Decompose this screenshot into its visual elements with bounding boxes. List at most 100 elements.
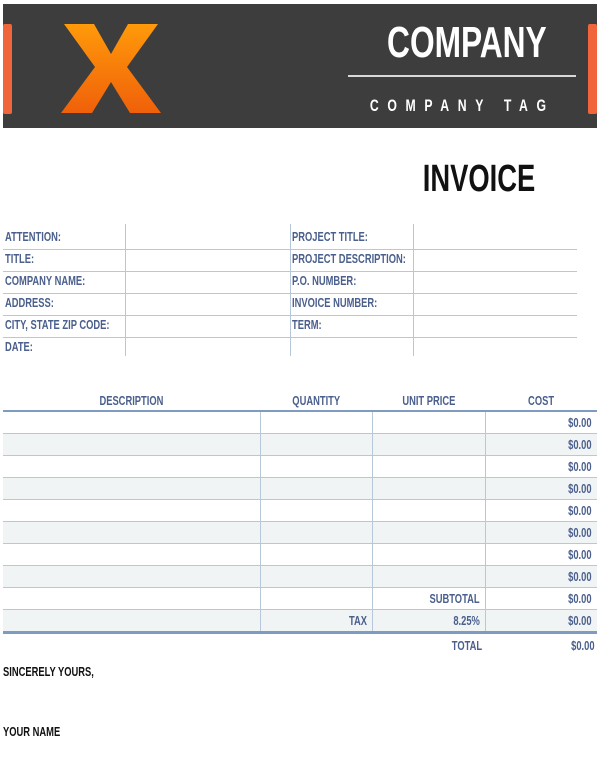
table-cell-description[interactable] <box>3 456 254 477</box>
table-cell-unit_price[interactable] <box>372 522 480 543</box>
info-value-field[interactable] <box>415 272 575 291</box>
table-cell-quantity[interactable] <box>260 544 367 565</box>
table-cell-cost[interactable]: $0.00 <box>485 588 592 609</box>
table-row: TAX 8.25% $0.00 <box>3 610 597 632</box>
table-cell-cost[interactable]: $0.00 <box>485 478 592 499</box>
cell-value: SUBTOTAL <box>429 591 480 606</box>
table-cell-description[interactable] <box>3 588 254 609</box>
info-label: DATE: <box>5 339 33 354</box>
table-cell-description[interactable] <box>3 544 254 565</box>
info-value-field[interactable] <box>127 338 287 357</box>
info-value-field[interactable] <box>127 294 287 313</box>
info-label: ADDRESS: <box>5 295 54 310</box>
table-row: $0.00 <box>3 522 597 544</box>
info-label: INVOICE NUMBER: <box>292 295 378 310</box>
cell-value: TAX <box>348 613 367 628</box>
info-value-field[interactable] <box>127 316 287 335</box>
column-header-label: QUANTITY <box>292 393 340 408</box>
info-label: ATTENTION: <box>5 229 61 244</box>
info-value-field[interactable] <box>127 250 287 269</box>
cell-value: $0.00 <box>568 591 592 606</box>
closing-sincerely: SINCERELY YOURS, <box>3 664 94 679</box>
table-row: $0.00 <box>3 456 597 478</box>
total-cell: TOTAL <box>372 635 482 656</box>
table-cell-cost[interactable]: $0.00 <box>485 412 592 433</box>
info-value-field[interactable] <box>415 316 575 335</box>
table-cell-unit_price[interactable] <box>372 544 480 565</box>
total-cell: $0.00 <box>485 635 595 656</box>
accent-tab-left <box>3 24 12 114</box>
table-cell-cost[interactable]: $0.00 <box>485 434 592 455</box>
table-cell-quantity[interactable] <box>260 456 367 477</box>
table-cell-cost[interactable]: $0.00 <box>485 500 592 521</box>
info-label: COMPANY NAME: <box>5 273 86 288</box>
table-cell-description[interactable] <box>3 434 254 455</box>
column-header: QUANTITY <box>260 390 372 412</box>
info-label: CITY, STATE ZIP CODE: <box>5 317 110 332</box>
info-value-field[interactable] <box>127 272 287 291</box>
cell-value: $0.00 <box>568 613 592 628</box>
info-column-divider <box>413 224 414 356</box>
table-cell-description[interactable] <box>3 478 254 499</box>
cell-value: $0.00 <box>568 481 592 496</box>
total-value: $0.00 <box>571 638 595 653</box>
table-cell-cost[interactable]: $0.00 <box>485 566 592 587</box>
table-row: $0.00 <box>3 434 597 456</box>
cell-value: $0.00 <box>568 437 592 452</box>
table-cell-description[interactable] <box>3 522 254 543</box>
column-header-label: COST <box>527 393 555 408</box>
cell-value: $0.00 <box>568 459 592 474</box>
table-cell-quantity[interactable] <box>260 434 367 455</box>
info-column-divider <box>290 224 291 356</box>
table-cell-unit_price[interactable] <box>372 500 480 521</box>
info-value-field[interactable] <box>127 228 287 247</box>
accent-tab-right <box>588 24 597 114</box>
table-cell-cost[interactable]: $0.00 <box>485 456 592 477</box>
table-row: $0.00 <box>3 478 597 500</box>
table-cell-description[interactable] <box>3 500 254 521</box>
table-cell-unit_price[interactable] <box>372 478 480 499</box>
cell-value: $0.00 <box>568 415 592 430</box>
closing-name: YOUR NAME <box>3 724 61 739</box>
table-cell-unit_price[interactable]: SUBTOTAL <box>372 588 480 609</box>
total-value: TOTAL <box>451 638 482 653</box>
logo-x-icon <box>61 24 161 113</box>
info-value-field[interactable] <box>415 250 575 269</box>
table-cell-unit_price[interactable] <box>372 412 480 433</box>
table-cell-unit_price[interactable]: 8.25% <box>372 610 480 631</box>
table-cell-cost[interactable]: $0.00 <box>485 610 592 631</box>
column-header: COST <box>485 390 597 412</box>
table-row: $0.00 <box>3 544 597 566</box>
table-cell-quantity[interactable] <box>260 522 367 543</box>
table-cell-quantity[interactable] <box>260 412 367 433</box>
info-value-field[interactable] <box>415 228 575 247</box>
cell-value: $0.00 <box>568 569 592 584</box>
cell-value: $0.00 <box>568 547 592 562</box>
info-label: PROJECT TITLE: <box>292 229 368 244</box>
column-header: UNIT PRICE <box>372 390 485 412</box>
cell-value: $0.00 <box>568 525 592 540</box>
table-cell-quantity[interactable]: TAX <box>260 610 367 631</box>
table-cell-cost[interactable]: $0.00 <box>485 522 592 543</box>
table-cell-description[interactable] <box>3 610 254 631</box>
table-cell-quantity[interactable] <box>260 500 367 521</box>
cell-value: 8.25% <box>453 613 480 628</box>
table-cell-description[interactable] <box>3 412 254 433</box>
info-label: TITLE: <box>5 251 35 266</box>
table-cell-quantity[interactable] <box>260 566 367 587</box>
table-cell-quantity[interactable] <box>260 478 367 499</box>
table-cell-description[interactable] <box>3 566 254 587</box>
header-divider <box>348 75 576 77</box>
total-rule <box>3 631 597 634</box>
table-cell-unit_price[interactable] <box>372 434 480 455</box>
column-header-label: UNIT PRICE <box>401 393 456 408</box>
table-cell-unit_price[interactable] <box>372 456 480 477</box>
table-row: $0.00 <box>3 412 597 434</box>
table-cell-unit_price[interactable] <box>372 566 480 587</box>
info-column-divider <box>125 224 126 356</box>
table-header-rule <box>3 410 597 412</box>
table-cell-quantity[interactable] <box>260 588 367 609</box>
table-cell-cost[interactable]: $0.00 <box>485 544 592 565</box>
info-value-field[interactable] <box>415 294 575 313</box>
company-header: COMPANY COMPANY TAG <box>3 4 597 128</box>
